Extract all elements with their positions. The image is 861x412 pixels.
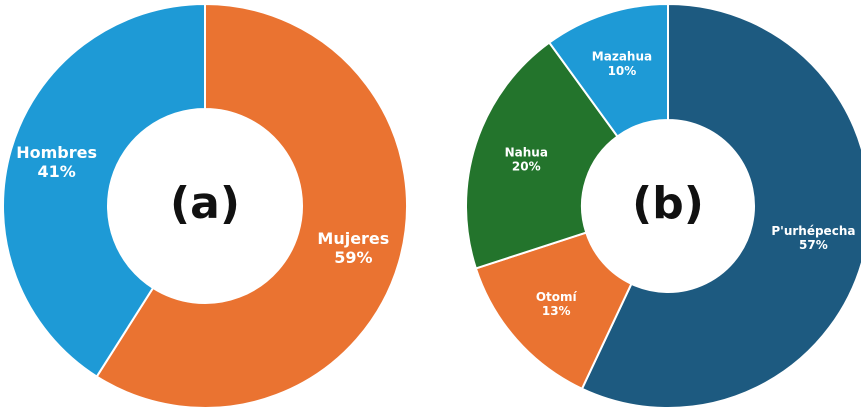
slice-label: P'urhépecha (771, 224, 855, 238)
slice-label: Nahua (505, 145, 548, 159)
slice-value-label: 41% (37, 162, 75, 181)
slice-value-label: 20% (512, 160, 541, 174)
donut-slice (95, 2, 408, 409)
donut-slice (547, 2, 669, 138)
center-label: (a) (170, 178, 240, 229)
center-label: (b) (632, 178, 704, 229)
slice-label: Mazahua (592, 50, 652, 64)
slice-value-label: 57% (799, 238, 828, 252)
slice-label: Hombres (16, 143, 97, 162)
donut-slice (2, 2, 206, 378)
donut-slice (580, 2, 861, 409)
slice-value-label: 10% (608, 64, 637, 78)
slice-label: Otomí (536, 290, 578, 304)
slice-value-label: 13% (542, 304, 571, 318)
slice-label: Mujeres (317, 229, 389, 248)
slice-value-label: 59% (334, 248, 372, 267)
donut-slice (465, 41, 619, 270)
